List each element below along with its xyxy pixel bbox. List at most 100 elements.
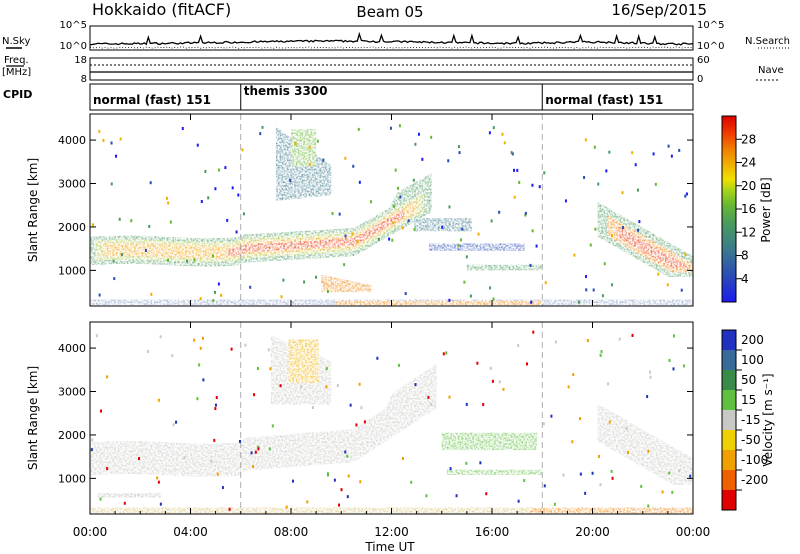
velocity-speck	[579, 472, 582, 476]
power-speck	[218, 168, 221, 172]
velocity-speck	[640, 484, 643, 488]
power-speck	[241, 148, 244, 152]
power-speck	[592, 288, 595, 292]
velocity-speck	[325, 385, 328, 389]
velocity-speck	[668, 358, 671, 362]
echo-strip	[466, 264, 543, 271]
velocity-speck	[201, 336, 204, 340]
power-speck	[344, 156, 347, 160]
power-speck	[231, 186, 234, 190]
power-speck	[404, 292, 407, 296]
mode-label: themis 3300	[244, 84, 328, 98]
velocity-speck	[611, 476, 614, 480]
velocity-speck	[268, 447, 271, 451]
velocity-speck	[172, 423, 175, 427]
power-specks	[91, 114, 688, 306]
power-speck	[518, 180, 521, 184]
velocity-speck	[213, 438, 216, 442]
velocity-speck	[252, 465, 255, 469]
velocity-speck	[156, 476, 159, 480]
power-y-label: Slant Range [km]	[26, 158, 40, 262]
x-tick-label: 00:00	[73, 525, 108, 539]
velocity-speck	[359, 480, 362, 484]
colorbar-tick-label: 12	[741, 225, 756, 239]
power-speck	[684, 194, 687, 198]
velocity-speck	[271, 424, 274, 428]
power-speck	[584, 275, 587, 279]
power-speck	[303, 280, 306, 284]
velocity-speck	[672, 367, 675, 371]
velocity-speck	[311, 406, 314, 410]
colorbar-tick-label: -100	[741, 453, 768, 467]
velocity-speck	[502, 387, 505, 391]
velocity-speck	[647, 504, 650, 508]
power-speck	[503, 141, 506, 145]
power-speck	[601, 294, 604, 298]
velocity-speck	[498, 380, 501, 384]
velocity-speck	[250, 451, 253, 455]
velocity-colorbar-block	[722, 450, 736, 471]
power-speck	[370, 200, 373, 204]
echo-ground-core	[336, 300, 543, 306]
power-speck	[118, 217, 121, 221]
velocity-speck	[333, 478, 336, 482]
power-speck	[200, 200, 203, 204]
power-speck	[217, 282, 220, 286]
velocity-speck	[360, 406, 363, 410]
power-speck	[280, 295, 283, 299]
power-speck	[212, 299, 215, 303]
power-speck	[397, 186, 400, 190]
power-speck	[196, 143, 199, 147]
velocity-speck	[410, 480, 413, 484]
power-speck	[535, 244, 538, 248]
velocity-speck	[159, 335, 162, 339]
velocity-speck	[482, 403, 485, 407]
velocity-speck	[340, 488, 343, 492]
velocity-speck	[571, 440, 574, 444]
power-speck	[589, 243, 592, 247]
x-tick-label: 00:00	[676, 525, 711, 539]
power-speck	[441, 225, 444, 229]
power-speck	[259, 132, 262, 136]
cpid-label: CPID	[3, 88, 32, 101]
power-speck	[543, 171, 546, 175]
echo-core	[228, 209, 405, 256]
velocity-speck	[257, 445, 260, 449]
power-speck	[322, 158, 325, 162]
power-speck	[457, 145, 460, 149]
power-speck	[637, 228, 640, 232]
velocity-speck	[397, 363, 400, 367]
colorbar-tick-label: 50	[741, 373, 756, 387]
power-speck	[680, 288, 683, 292]
velocity-speck	[599, 353, 602, 357]
velocity-y-ticks: 1000 2000 3000 4000	[58, 342, 693, 485]
power-speck	[611, 283, 614, 287]
power-speck	[120, 252, 123, 256]
velocity-speck	[279, 384, 282, 388]
power-speck	[169, 220, 172, 224]
velocity-speck	[326, 472, 329, 476]
power-speck	[412, 178, 415, 182]
freq-tick-bottom: 8	[81, 74, 87, 85]
velocity-speck	[631, 333, 634, 337]
mode-label: normal (fast) 151	[545, 93, 663, 107]
colorbar-tick-label: -15	[741, 413, 761, 427]
power-speck	[344, 234, 347, 238]
colorbar-tick-label: 100	[741, 353, 764, 367]
velocity-speck	[214, 403, 217, 407]
power-speck	[657, 272, 660, 276]
power-speck	[638, 220, 641, 224]
velocity-speck	[449, 467, 452, 471]
power-panel: 1000 2000 3000 4000 Slant Range [km]	[26, 113, 694, 307]
velocity-speck	[157, 480, 160, 484]
velocity-speck	[543, 484, 546, 488]
vel-green-low	[446, 469, 543, 475]
velocity-speck	[402, 456, 405, 460]
power-speck	[511, 152, 514, 156]
velocity-speck	[202, 378, 205, 382]
power-speck	[594, 227, 597, 231]
freq-panel: Freq. [MHz] 18 8 60 0 Nave	[2, 55, 784, 85]
power-speck	[294, 142, 297, 146]
velocity-speck	[608, 420, 611, 424]
velocity-specks	[90, 322, 692, 514]
